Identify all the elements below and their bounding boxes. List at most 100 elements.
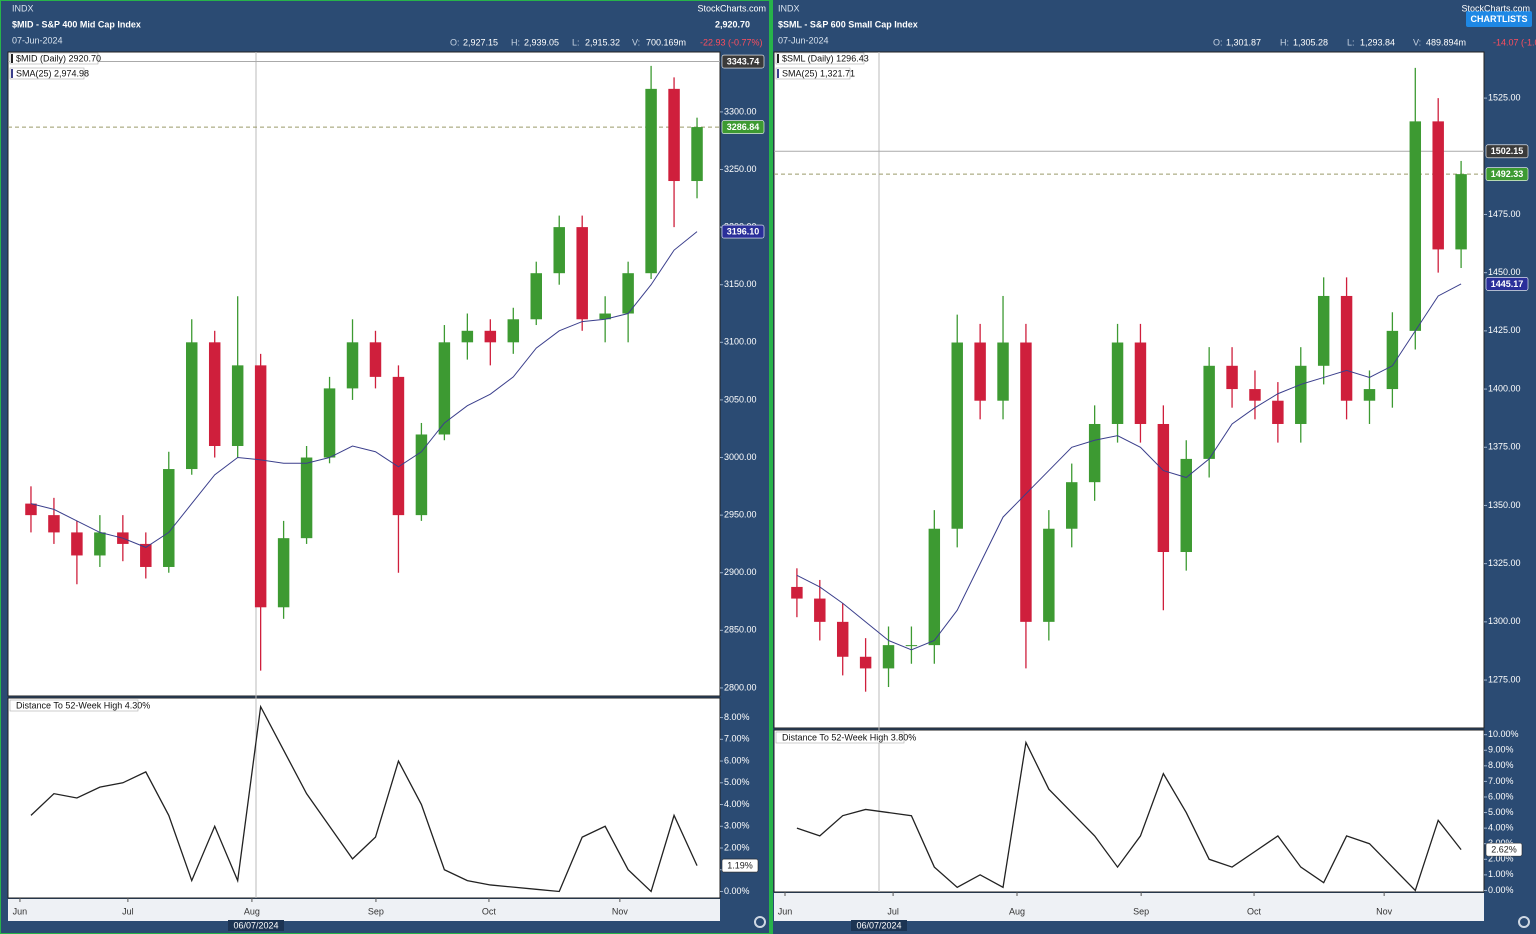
indicator-legend: Distance To 52-Week High 4.30% [16, 700, 150, 710]
candle-body [277, 538, 290, 608]
legend-swatch [11, 69, 13, 78]
indicator-y-tick-label: 10.00% [1488, 729, 1519, 739]
indicator-y-tick-label: 6.00% [724, 755, 750, 765]
candle-body [1134, 342, 1147, 424]
settings-icon[interactable] [1518, 916, 1530, 928]
candle-body [94, 532, 106, 556]
y-tick-label: 1425.00 [1488, 325, 1521, 335]
indicator-y-tick-label: 6.00% [1488, 791, 1514, 801]
y-tick-label: 1475.00 [1488, 209, 1521, 219]
indicator-tag [1485, 842, 1523, 857]
ohlc-value: 1,301.87 [1226, 37, 1261, 47]
ohlc-value: 700.169m [646, 37, 686, 47]
candle-body [1363, 389, 1376, 401]
y-tick-label: 1450.00 [1488, 267, 1521, 277]
candle-body [1386, 330, 1399, 390]
ohlc-key: L: [1347, 37, 1355, 47]
candle-body [484, 330, 497, 343]
candle-body [1249, 389, 1261, 401]
candle-body [415, 434, 428, 516]
candle-body [836, 621, 849, 657]
x-tick-label: Jul [122, 906, 134, 916]
candle-body [231, 365, 244, 447]
candle-body [951, 342, 963, 529]
candle-body [576, 227, 588, 320]
exchange: INDX [778, 3, 800, 13]
price-tag [721, 224, 765, 239]
candle-body [1272, 400, 1284, 424]
candle-body [882, 645, 895, 669]
indicator-tag-label: 2.62% [1491, 845, 1517, 855]
x-axis-strip [8, 899, 720, 921]
candle-body [1111, 342, 1124, 424]
candle-body [208, 342, 221, 447]
candle-body [553, 227, 565, 274]
y-tick-label: 3050.00 [724, 394, 757, 404]
settings-icon[interactable] [754, 916, 766, 928]
candle-body [163, 469, 175, 567]
cursor-date: 06/07/2024 [233, 920, 278, 930]
ohlc-key: H: [511, 37, 520, 47]
candle-body [254, 365, 267, 608]
y-tick-label: 1525.00 [1488, 92, 1521, 102]
chartlists-button[interactable] [1466, 11, 1532, 27]
candle-body [48, 515, 60, 533]
legend-box [775, 67, 851, 80]
y-tick-label: 2900.00 [724, 567, 757, 577]
chartlists-label[interactable]: CHARTLISTS [1471, 14, 1528, 24]
cursor-date-box [851, 920, 907, 931]
price-plot [7, 51, 721, 697]
indicator-y-tick-label: 5.00% [1488, 807, 1514, 817]
price-tag [1485, 167, 1529, 181]
candle-body [905, 645, 918, 647]
indicator-y-tick-label: 2.00% [724, 842, 750, 852]
y-tick-label: 2800.00 [724, 682, 757, 692]
legend-sma: SMA(25) 1,321.71 [782, 68, 855, 78]
candle-body [1340, 295, 1353, 401]
indicator-y-tick-label: 2.00% [1488, 854, 1514, 864]
x-tick-label: Jun [778, 906, 793, 916]
candle-body [622, 273, 634, 314]
price-tag-label: 1502.15 [1491, 146, 1524, 156]
y-tick-label: 3250.00 [724, 164, 757, 174]
legend-swatch [777, 69, 779, 78]
x-tick-label: Jun [13, 906, 28, 916]
sma-line [796, 283, 1462, 651]
candle-body [974, 342, 986, 401]
candle-body [997, 342, 1009, 401]
x-tick-label: Oct [1247, 906, 1262, 916]
ohlc-value: 489.894m [1426, 37, 1466, 47]
indicator-line [30, 704, 698, 893]
cursor-date-box [228, 920, 284, 931]
sma-line [30, 231, 698, 548]
y-tick-label: 1275.00 [1488, 674, 1521, 684]
ohlc-key: V: [632, 37, 640, 47]
candle-body [1180, 458, 1192, 553]
price-change: -22.93 (-0.77%) [700, 37, 763, 47]
price-tag-label: 1492.33 [1491, 169, 1524, 179]
candle-body [1020, 342, 1032, 622]
indicator-y-tick-label: 4.00% [724, 799, 750, 809]
indicator-y-tick-label: 8.00% [724, 712, 750, 722]
y-tick-label: 3000.00 [724, 452, 757, 462]
candle-body [1226, 365, 1238, 390]
indicator-legend-box [775, 731, 905, 744]
ohlc-key: H: [1280, 37, 1289, 47]
y-tick-label: 3100.00 [724, 337, 757, 347]
price-tag-label: 3343.74 [727, 56, 760, 66]
price-tag-label: 1445.17 [1491, 279, 1524, 289]
candle-body [928, 528, 941, 646]
candle-body [1203, 365, 1215, 459]
ohlc-value: 2,915.32 [585, 37, 620, 47]
ohlc-value: 1,293.84 [1360, 37, 1395, 47]
source: StockCharts.com [1461, 3, 1530, 13]
exchange: INDX [12, 3, 34, 13]
ohlc-key: O: [1213, 37, 1223, 47]
y-tick-label: 2850.00 [724, 625, 757, 635]
x-tick-label: Sep [368, 906, 384, 916]
legend-swatch [777, 54, 779, 63]
price-tag [721, 120, 765, 134]
price-plot [773, 51, 1485, 729]
x-tick-label: Nov [612, 906, 629, 916]
candle-body [599, 313, 611, 320]
